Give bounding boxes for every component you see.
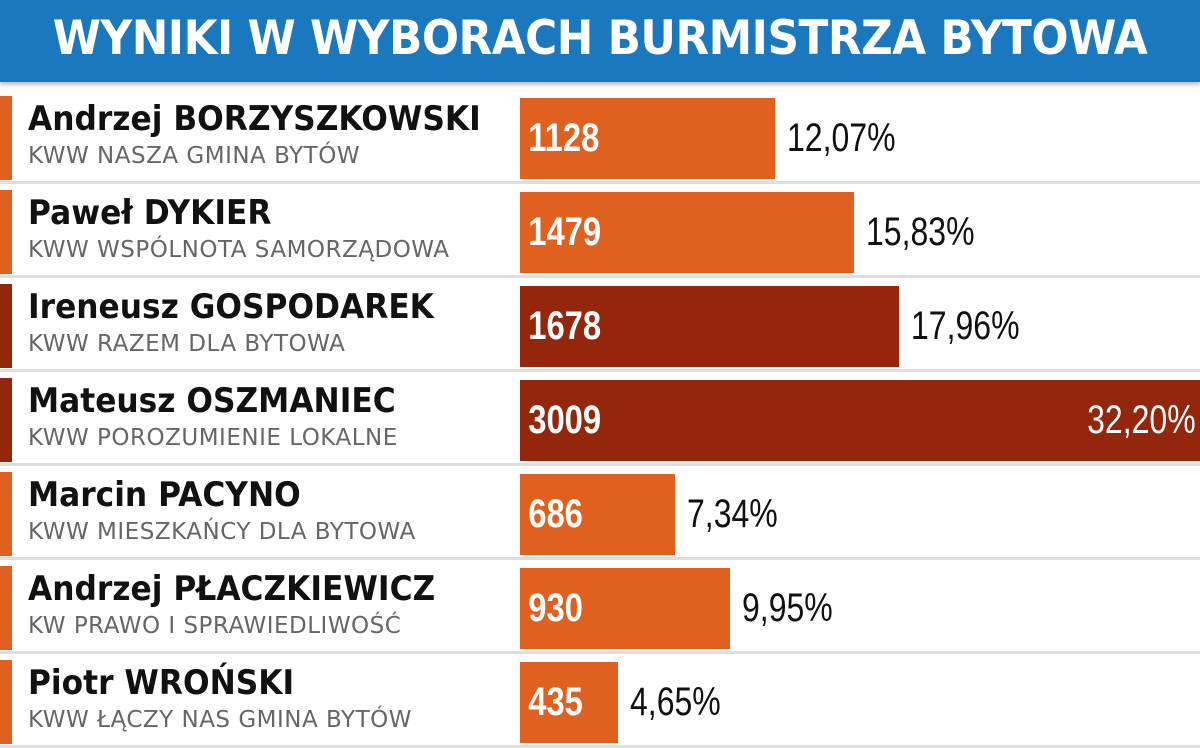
- percent-label: 7,34%: [687, 492, 778, 536]
- row-color-stripe: [0, 284, 12, 368]
- candidate-name: Marcin PACYNO: [28, 475, 301, 515]
- candidate-row: Andrzej PŁACZKIEWICZ KW PRAWO I SPRAWIEDL…: [0, 563, 1200, 654]
- row-color-stripe: [0, 660, 12, 744]
- candidate-row: Mateusz OSZMANIEC KWW POROZUMIENIE LOKALN…: [0, 375, 1200, 466]
- percent-label: 9,95%: [742, 586, 833, 630]
- row-color-stripe: [0, 566, 12, 650]
- row-divider: [0, 275, 1200, 278]
- row-divider: [0, 463, 1200, 466]
- row-color-stripe: [0, 472, 12, 556]
- row-color-stripe: [0, 96, 12, 180]
- candidate-row: Marcin PACYNO KWW MIESZKAŃCY DLA BYTOWA 68…: [0, 469, 1200, 560]
- candidate-name: Andrzej PŁACZKIEWICZ: [28, 569, 436, 609]
- row-color-stripe: [0, 378, 12, 462]
- row-divider: [0, 557, 1200, 560]
- committee-name: KWW ŁĄCZY NAS GMINA BYTÓW: [28, 707, 413, 733]
- percent-label: 32,20%: [1087, 398, 1196, 442]
- committee-name: KWW WSPÓLNOTA SAMORZĄDOWA: [28, 237, 450, 263]
- vote-count-label: 686: [528, 492, 583, 536]
- candidate-name: Andrzej BORZYSZKOWSKI: [28, 99, 481, 139]
- row-divider: [0, 181, 1200, 184]
- committee-name: KW PRAWO I SPRAWIEDLIWOŚĆ: [28, 613, 402, 639]
- row-color-stripe: [0, 190, 12, 274]
- committee-name: KWW POROZUMIENIE LOKALNE: [28, 425, 398, 451]
- vote-bar: 1128: [520, 98, 775, 179]
- vote-count-label: 930: [528, 586, 583, 630]
- vote-count-label: 435: [528, 680, 583, 724]
- row-divider: [0, 651, 1200, 654]
- candidate-row: Ireneusz GOSPODAREK KWW RAZEM DLA BYTOWA 1…: [0, 281, 1200, 372]
- candidate-name: Piotr WROŃSKI: [28, 663, 295, 703]
- header-banner: WYNIKI W WYBORACH BURMISTRZA BYTOWA: [0, 0, 1200, 82]
- vote-count-label: 3009: [528, 398, 602, 442]
- vote-count-label: 1678: [528, 304, 602, 348]
- candidate-row: Piotr WROŃSKI KWW ŁĄCZY NAS GMINA BYTÓW 43…: [0, 657, 1200, 748]
- percent-label: 4,65%: [630, 680, 721, 724]
- vote-count-label: 1128: [528, 116, 600, 160]
- vote-bar: 686: [520, 474, 675, 555]
- vote-bar: 930: [520, 568, 730, 649]
- candidate-row: Paweł DYKIER KWW WSPÓLNOTA SAMORZĄDOWA 147…: [0, 187, 1200, 278]
- vote-bar: 1678: [520, 286, 899, 367]
- committee-name: KWW NASZA GMINA BYTÓW: [28, 143, 361, 169]
- percent-label: 12,07%: [787, 116, 896, 160]
- candidate-name: Mateusz OSZMANIEC: [28, 381, 396, 421]
- candidate-name: Paweł DYKIER: [28, 193, 272, 233]
- percent-label: 15,83%: [866, 210, 975, 254]
- candidate-name: Ireneusz GOSPODAREK: [28, 287, 434, 327]
- vote-bar: 3009: [520, 380, 1200, 461]
- vote-bar: 1479: [520, 192, 854, 273]
- committee-name: KWW RAZEM DLA BYTOWA: [28, 331, 346, 357]
- row-divider: [0, 369, 1200, 372]
- vote-count-label: 1479: [528, 210, 602, 254]
- chart-title: WYNIKI W WYBORACH BURMISTRZA BYTOWA: [52, 11, 1148, 66]
- committee-name: KWW MIESZKAŃCY DLA BYTOWA: [28, 519, 416, 545]
- candidate-row: Andrzej BORZYSZKOWSKI KWW NASZA GMINA BYT…: [0, 93, 1200, 184]
- vote-bar: 435: [520, 662, 618, 743]
- percent-label: 17,96%: [911, 304, 1020, 348]
